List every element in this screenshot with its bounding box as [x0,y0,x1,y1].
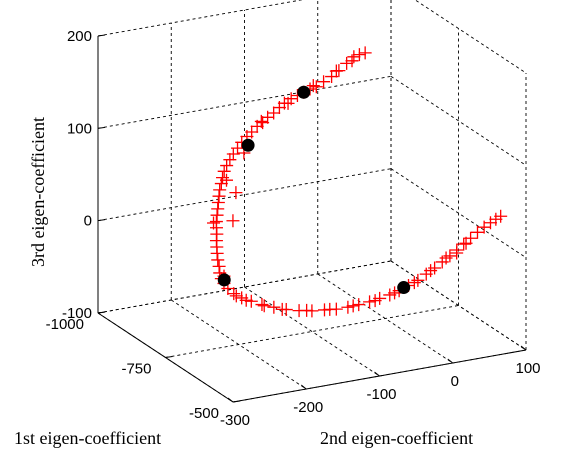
y-tick-mark [374,371,380,377]
data-point [470,225,484,239]
data-point [239,293,253,307]
z-axis-label: 3rd eigen-coefficient [28,117,48,267]
data-point [363,295,377,309]
data-point [450,246,464,260]
x-tick-mark [97,311,106,314]
data-point [309,80,323,94]
y-tick-mark [447,358,454,364]
data-point [388,286,402,300]
x-tick-label: -500 [189,405,219,422]
data-point [211,253,225,267]
data-point [329,64,343,78]
grid-line [97,168,392,222]
grid-line [165,305,459,358]
data-point [411,273,425,287]
grid-line [317,273,453,364]
grid-line [171,299,307,390]
z-tick-label: 200 [67,28,92,45]
data-point [254,114,268,128]
data-point [213,183,227,197]
data-point [346,299,360,313]
data-point [275,302,289,316]
data-point [255,298,269,312]
data-point [459,236,473,250]
grid-line [97,260,392,314]
z-tick-label: -100 [62,305,92,322]
grid-line [97,0,304,37]
data-point [272,101,286,115]
data-point [457,237,471,251]
highlight-point [397,281,411,295]
y-tick-mark [227,397,234,403]
grid-line [390,168,527,259]
data-point [358,46,372,60]
data-point [207,216,221,230]
data-point [317,75,331,89]
z-tick-mark [97,219,106,222]
grid-line [97,75,392,129]
data-point [257,299,271,313]
data-point [214,177,228,191]
grid-line [244,286,380,377]
data-point [267,300,281,314]
axes-box [97,34,527,403]
data-point [323,302,337,316]
data-point [345,54,359,68]
data-point [341,300,355,314]
data-point [217,164,231,178]
x-tick-label: -1000 [46,316,84,333]
highlight-point [241,138,255,152]
data-point [483,216,497,230]
y-tick-label: -100 [366,386,396,403]
data-point [306,79,320,93]
data-point [352,298,366,312]
y-tick-label: -300 [220,412,250,429]
z-tick-label: 100 [67,120,92,137]
data-point [340,56,354,70]
data-point [229,289,243,303]
data-point [424,264,438,278]
x-tick-label: -750 [121,361,151,378]
y-tick-label: -200 [293,399,323,416]
data-point [352,48,366,62]
data-point [227,287,241,301]
grid-line [414,0,527,74]
z-tick-label: 0 [84,213,92,230]
y-axis-label: 2nd eigen-coefficient [320,428,473,448]
data-point [229,186,243,200]
x-axis-label: 1st eigen-coefficient [14,428,161,448]
x-tick-mark [165,356,173,358]
data-point [226,147,240,161]
grid-line [390,260,527,351]
y-tick-mark [300,384,307,390]
data-point [494,209,508,223]
data-point [407,276,421,290]
data-point [210,208,224,222]
data-point [281,96,295,110]
data-point [211,202,225,216]
highlight-point [217,273,231,287]
data-point [220,159,234,173]
highlight-markers [217,85,411,295]
data-point [300,303,314,317]
y-tick-label: 100 [515,360,540,377]
data-point [226,214,240,228]
highlight-point [297,85,311,99]
data-point [244,294,258,308]
data-point [212,189,226,203]
z-tick-mark [97,126,106,129]
data-point [220,173,234,187]
data-point [439,251,453,265]
z-tick-mark [97,34,106,37]
data-point [368,294,382,308]
grid-line [390,75,527,166]
data-point [223,153,237,167]
y-tick-mark [520,345,527,351]
y-tick-label: 0 [451,373,459,390]
x-tick-mark [232,400,241,403]
data-point [211,196,225,210]
